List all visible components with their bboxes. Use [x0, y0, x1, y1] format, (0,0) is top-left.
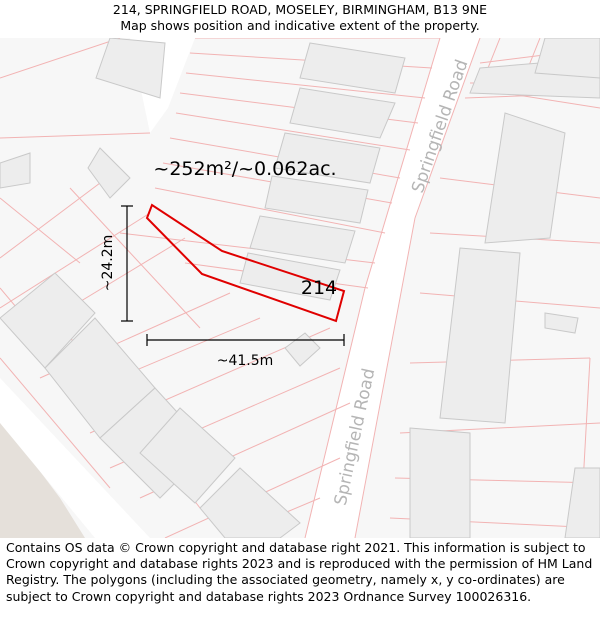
building — [95, 38, 166, 99]
map-canvas[interactable]: ~252m²/~0.062ac. ~24.2m ~41.5m 214 Sprin… — [0, 38, 600, 538]
building — [249, 215, 356, 264]
building — [264, 175, 369, 224]
height-dimension — [121, 205, 133, 322]
road-edge — [414, 38, 481, 219]
building — [409, 427, 471, 538]
building — [199, 467, 301, 538]
building — [544, 312, 579, 334]
property-boundary[interactable] — [145, 203, 346, 323]
building — [299, 42, 406, 94]
building — [484, 112, 566, 244]
buildings-west — [0, 38, 406, 538]
buildings-east — [409, 38, 600, 538]
building — [439, 247, 521, 424]
property-address: 214, SPRINGFIELD ROAD, MOSELEY, BIRMINGH… — [112, 2, 488, 17]
building — [564, 467, 600, 538]
road-edge — [304, 287, 366, 538]
building — [534, 38, 600, 79]
building — [274, 132, 381, 184]
house-number: 214 — [301, 277, 337, 299]
building — [284, 332, 321, 367]
map-header: 214, SPRINGFIELD ROAD, MOSELEY, BIRMINGH… — [0, 0, 600, 38]
building — [87, 147, 131, 199]
width-dimension — [146, 334, 345, 346]
side-road — [0, 378, 150, 538]
road-edge — [364, 38, 441, 289]
building — [289, 87, 396, 139]
width-label: ~41.5m — [217, 353, 274, 369]
building — [139, 407, 236, 504]
copyright-footer: Contains OS data © Crown copyright and d… — [6, 540, 593, 604]
height-label: ~24.2m — [100, 235, 116, 292]
map-subtitle: Map shows position and indicative extent… — [120, 18, 480, 33]
building — [0, 272, 96, 369]
area-label: ~252m²/~0.062ac. — [153, 158, 336, 180]
road-edge — [354, 217, 416, 538]
springfield-road — [305, 38, 480, 538]
building — [0, 152, 31, 189]
